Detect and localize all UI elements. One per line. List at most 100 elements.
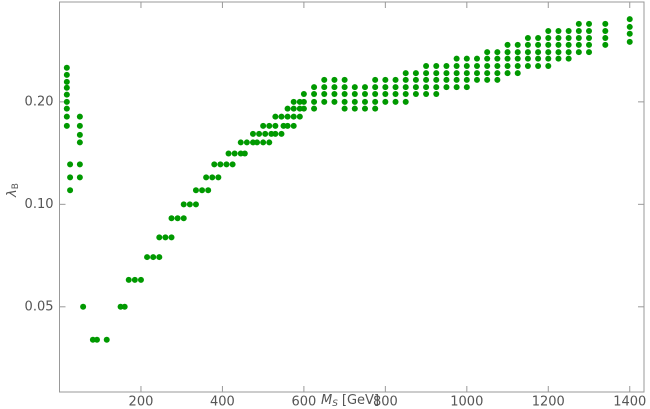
point <box>67 161 74 168</box>
x-tick-label: 600 <box>291 395 316 409</box>
point <box>602 35 609 42</box>
point <box>372 90 379 97</box>
point <box>555 35 562 42</box>
point <box>514 49 521 56</box>
point <box>402 98 409 105</box>
point <box>586 41 593 48</box>
point <box>137 276 144 283</box>
point <box>351 90 358 97</box>
point <box>311 98 318 105</box>
point <box>174 215 181 222</box>
point <box>586 49 593 56</box>
point <box>341 76 348 83</box>
point <box>524 62 531 69</box>
point <box>402 76 409 83</box>
x-label-main: M <box>321 393 332 408</box>
point <box>361 84 368 91</box>
point <box>156 254 163 261</box>
point <box>565 49 572 56</box>
point <box>392 76 399 83</box>
point <box>300 90 307 97</box>
point <box>284 113 291 120</box>
point <box>474 55 480 62</box>
point <box>412 76 419 83</box>
point <box>535 49 542 56</box>
x-tick-label: 200 <box>129 395 154 409</box>
point <box>494 62 501 69</box>
point <box>423 76 430 83</box>
point <box>331 90 338 97</box>
point <box>555 27 562 34</box>
point <box>514 70 521 77</box>
point <box>484 76 491 83</box>
point <box>443 76 450 83</box>
point <box>372 76 379 83</box>
point <box>504 55 511 62</box>
point <box>504 70 511 77</box>
x-tick-label: 800 <box>373 395 398 409</box>
point <box>514 55 521 62</box>
point <box>555 49 562 56</box>
point <box>63 105 70 112</box>
point <box>586 20 593 27</box>
point <box>494 76 501 83</box>
point <box>535 41 542 48</box>
point <box>186 201 193 208</box>
point <box>484 55 491 62</box>
point <box>260 139 267 146</box>
point <box>311 105 318 112</box>
point <box>504 41 511 48</box>
point <box>484 70 491 77</box>
point <box>402 70 409 77</box>
y-tick-label: 0.10 <box>25 197 54 212</box>
point <box>443 84 450 91</box>
point <box>453 70 460 77</box>
point <box>241 150 248 157</box>
point <box>217 161 224 168</box>
point <box>237 139 244 146</box>
point <box>453 55 460 62</box>
point <box>524 49 531 56</box>
point <box>341 105 348 112</box>
x-label-rest: [GeV] <box>342 393 379 408</box>
point <box>474 76 480 83</box>
point <box>249 130 256 137</box>
point <box>296 113 303 120</box>
point <box>463 62 470 69</box>
x-tick-label: 400 <box>210 395 235 409</box>
point <box>392 98 399 105</box>
point <box>180 215 187 222</box>
point <box>243 139 250 146</box>
y-tick-label: 0.05 <box>25 299 54 314</box>
point <box>423 70 430 77</box>
point <box>180 201 187 208</box>
point <box>199 187 206 194</box>
point <box>209 174 216 181</box>
point <box>412 84 419 91</box>
x-tick-label: 1200 <box>532 395 565 409</box>
point <box>284 122 291 129</box>
point <box>463 76 470 83</box>
point <box>412 70 419 77</box>
point <box>63 91 70 98</box>
point <box>392 84 399 91</box>
point <box>162 234 169 241</box>
point <box>382 76 389 83</box>
point <box>382 98 389 105</box>
x-label-sub: S <box>332 399 338 409</box>
point <box>76 131 83 138</box>
point <box>351 98 358 105</box>
point <box>76 113 83 120</box>
point <box>63 122 70 129</box>
point <box>266 122 273 129</box>
point <box>300 105 307 112</box>
point <box>586 27 593 34</box>
plot-frame <box>59 1 645 393</box>
point <box>372 105 379 112</box>
point <box>211 161 218 168</box>
point <box>453 84 460 91</box>
point <box>504 62 511 69</box>
point <box>575 49 582 56</box>
point <box>453 76 460 83</box>
